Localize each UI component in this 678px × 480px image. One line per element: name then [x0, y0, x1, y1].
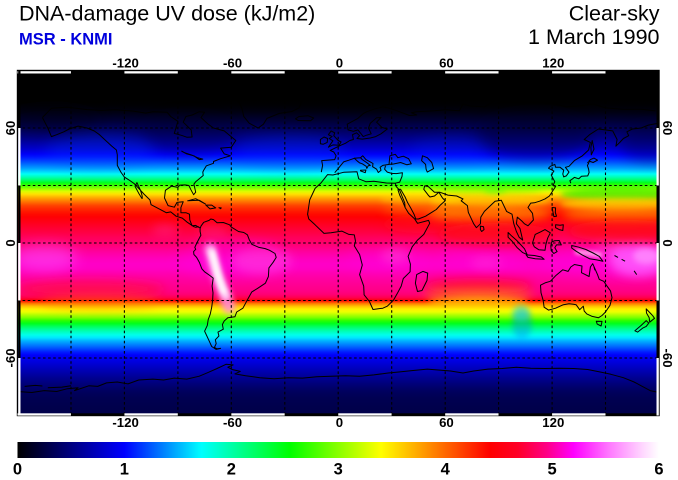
svg-text:0: 0 — [660, 239, 675, 246]
svg-text:60: 60 — [660, 121, 675, 136]
svg-text:MSR - KNMI: MSR - KNMI — [19, 31, 113, 49]
svg-text:-60: -60 — [223, 56, 242, 71]
svg-text:Clear-sky: Clear-sky — [569, 1, 660, 25]
svg-text:60: 60 — [439, 56, 454, 71]
svg-text:-60: -60 — [223, 415, 242, 430]
svg-text:120: 120 — [542, 56, 564, 71]
svg-text:-120: -120 — [112, 415, 138, 430]
svg-text:0: 0 — [13, 461, 22, 479]
svg-text:5: 5 — [548, 461, 557, 479]
svg-text:60: 60 — [439, 415, 454, 430]
svg-text:DNA-damage UV dose (kJ/m2): DNA-damage UV dose (kJ/m2) — [19, 1, 315, 25]
svg-text:-60: -60 — [3, 348, 18, 367]
svg-text:-120: -120 — [112, 56, 138, 71]
svg-text:-60: -60 — [660, 348, 675, 367]
svg-text:0: 0 — [336, 415, 343, 430]
svg-text:6: 6 — [654, 461, 663, 479]
svg-text:2: 2 — [227, 461, 236, 479]
svg-text:1 March 1990: 1 March 1990 — [528, 25, 660, 49]
svg-text:0: 0 — [3, 239, 18, 246]
svg-text:4: 4 — [441, 461, 451, 479]
svg-text:3: 3 — [334, 461, 343, 479]
svg-text:60: 60 — [3, 121, 18, 136]
svg-text:120: 120 — [542, 415, 564, 430]
svg-text:0: 0 — [336, 56, 343, 71]
svg-text:1: 1 — [120, 461, 129, 479]
